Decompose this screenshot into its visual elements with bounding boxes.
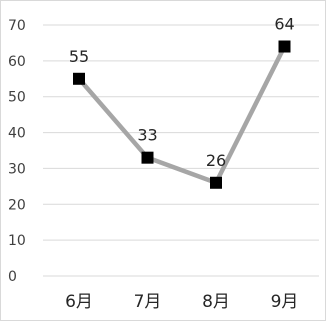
gridlines — [43, 24, 319, 277]
data-point-marker — [141, 151, 154, 164]
data-label: 33 — [137, 126, 157, 145]
data-label: 26 — [206, 151, 226, 170]
x-axis-ticks: 6月 7月 8月 9月 — [65, 292, 298, 312]
y-tick-label: 10 — [8, 233, 26, 249]
data-label: 64 — [274, 15, 294, 34]
series-group — [77, 45, 287, 186]
y-tick-label: 70 — [8, 18, 26, 34]
y-tick-label: 50 — [8, 90, 26, 106]
y-tick-label: 30 — [8, 161, 26, 177]
data-point-marker — [73, 72, 85, 85]
data-label: 55 — [69, 47, 89, 66]
y-tick-label: 40 — [8, 126, 26, 142]
x-tick-label: 6月 — [65, 292, 93, 312]
series-line — [77, 45, 287, 186]
y-tick-label: 20 — [8, 197, 26, 213]
x-tick-label: 7月 — [134, 292, 162, 312]
y-tick-label: 0 — [8, 269, 17, 285]
markers-group — [73, 40, 291, 189]
data-point-marker — [278, 40, 291, 53]
data-labels-group: 55 33 26 64 — [69, 15, 295, 170]
x-tick-label: 9月 — [271, 292, 299, 312]
y-axis-ticks: 0 10 20 30 40 50 60 70 — [8, 18, 26, 285]
x-tick-label: 8月 — [202, 292, 230, 312]
data-point-marker — [210, 176, 222, 189]
y-tick-label: 60 — [8, 54, 26, 70]
